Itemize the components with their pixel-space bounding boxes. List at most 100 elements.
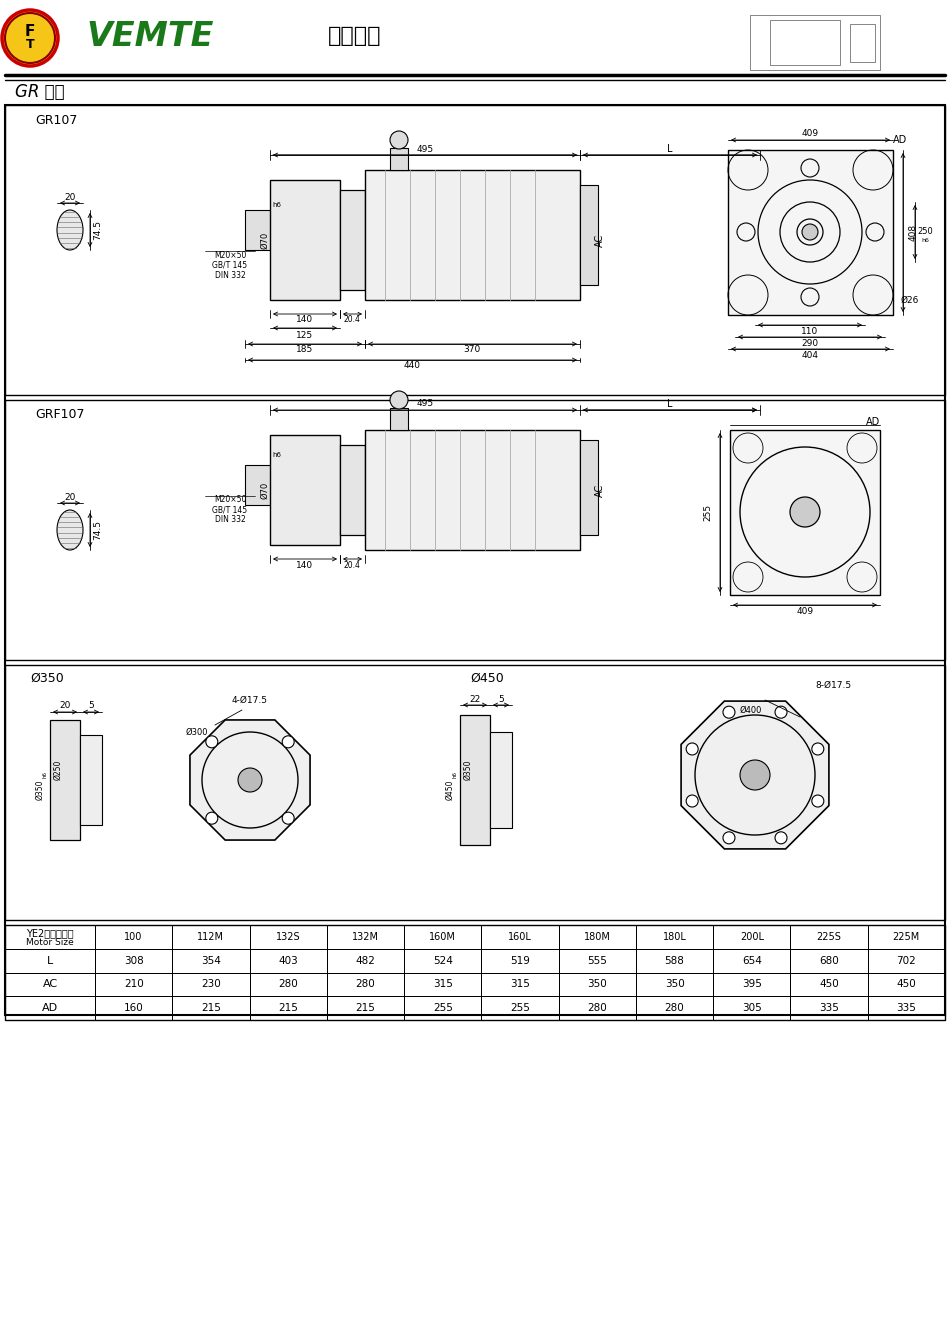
Text: 22: 22 bbox=[469, 694, 481, 704]
Text: 588: 588 bbox=[665, 956, 685, 966]
Text: 555: 555 bbox=[587, 956, 607, 966]
Text: DIN 332: DIN 332 bbox=[215, 516, 245, 524]
Bar bbox=[728, 150, 893, 315]
Bar bbox=[172, 997, 250, 1020]
Bar bbox=[340, 445, 365, 535]
Circle shape bbox=[390, 131, 408, 149]
Text: 8-Ø17.5: 8-Ø17.5 bbox=[815, 681, 851, 689]
Text: 403: 403 bbox=[278, 956, 298, 966]
Bar bbox=[5, 997, 95, 1020]
Bar bbox=[636, 997, 713, 1020]
Text: GB/T 145: GB/T 145 bbox=[213, 506, 248, 515]
Bar bbox=[713, 997, 790, 1020]
Text: 495: 495 bbox=[416, 400, 433, 408]
Bar bbox=[270, 180, 340, 300]
Bar bbox=[327, 973, 404, 997]
Bar bbox=[460, 715, 490, 845]
Bar bbox=[5, 106, 945, 1015]
Circle shape bbox=[812, 795, 824, 807]
Ellipse shape bbox=[57, 510, 83, 550]
Text: h6: h6 bbox=[272, 451, 281, 458]
Ellipse shape bbox=[57, 210, 83, 249]
Bar bbox=[95, 997, 172, 1020]
Text: 180L: 180L bbox=[662, 932, 687, 942]
Text: VEMTE: VEMTE bbox=[86, 20, 214, 53]
Text: L: L bbox=[667, 144, 673, 154]
Circle shape bbox=[723, 832, 735, 843]
Circle shape bbox=[740, 760, 770, 789]
Bar bbox=[327, 925, 404, 949]
Text: 350: 350 bbox=[587, 979, 607, 990]
Bar bbox=[790, 925, 867, 949]
Text: AD: AD bbox=[865, 417, 880, 426]
Bar bbox=[750, 15, 880, 70]
Text: 654: 654 bbox=[742, 956, 762, 966]
Text: 225M: 225M bbox=[893, 932, 920, 942]
Circle shape bbox=[206, 812, 218, 824]
Bar bbox=[5, 925, 945, 1020]
Bar bbox=[770, 20, 840, 65]
Bar bbox=[5, 949, 95, 973]
Text: 185: 185 bbox=[296, 346, 314, 355]
Bar bbox=[482, 997, 559, 1020]
Text: AC: AC bbox=[595, 483, 605, 496]
Text: 280: 280 bbox=[665, 1003, 684, 1014]
Text: 408: 408 bbox=[908, 223, 918, 240]
Bar bbox=[559, 925, 636, 949]
Bar bbox=[245, 465, 273, 506]
Text: 440: 440 bbox=[404, 362, 421, 371]
Text: 250: 250 bbox=[917, 227, 933, 236]
Bar bbox=[390, 148, 408, 170]
Text: 409: 409 bbox=[802, 129, 819, 139]
Bar bbox=[172, 973, 250, 997]
Bar bbox=[390, 408, 408, 430]
Bar bbox=[404, 973, 482, 997]
Polygon shape bbox=[190, 719, 310, 840]
Text: 290: 290 bbox=[802, 338, 819, 347]
Bar bbox=[245, 210, 273, 249]
Bar bbox=[5, 973, 95, 997]
Text: 20: 20 bbox=[65, 194, 76, 202]
Bar bbox=[327, 997, 404, 1020]
Text: h6: h6 bbox=[922, 238, 929, 243]
Text: 305: 305 bbox=[742, 1003, 762, 1014]
Text: 280: 280 bbox=[355, 979, 375, 990]
Circle shape bbox=[775, 706, 787, 718]
Text: T: T bbox=[26, 38, 34, 51]
Bar bbox=[250, 949, 327, 973]
Bar bbox=[250, 997, 327, 1020]
Circle shape bbox=[2, 11, 58, 66]
Circle shape bbox=[686, 743, 698, 755]
Bar bbox=[172, 949, 250, 973]
Text: 395: 395 bbox=[742, 979, 762, 990]
Text: L: L bbox=[667, 399, 673, 409]
Text: 524: 524 bbox=[433, 956, 452, 966]
Text: 702: 702 bbox=[897, 956, 916, 966]
Text: 354: 354 bbox=[201, 956, 220, 966]
Bar bbox=[713, 973, 790, 997]
Bar bbox=[580, 440, 598, 535]
Bar bbox=[867, 925, 945, 949]
Bar bbox=[790, 949, 867, 973]
Text: 140: 140 bbox=[296, 561, 314, 569]
Text: 5: 5 bbox=[88, 701, 94, 710]
Text: 200L: 200L bbox=[740, 932, 764, 942]
Text: 280: 280 bbox=[278, 979, 298, 990]
Text: 482: 482 bbox=[355, 956, 375, 966]
Text: GB/T 145: GB/T 145 bbox=[213, 260, 248, 269]
Text: Ø70: Ø70 bbox=[260, 231, 270, 248]
Text: 160M: 160M bbox=[429, 932, 456, 942]
Text: F: F bbox=[25, 25, 35, 40]
Text: 20.4: 20.4 bbox=[344, 315, 360, 325]
Text: AC: AC bbox=[595, 234, 605, 247]
Circle shape bbox=[686, 795, 698, 807]
Text: 160: 160 bbox=[124, 1003, 143, 1014]
Text: 680: 680 bbox=[819, 956, 839, 966]
Text: Ø350: Ø350 bbox=[464, 760, 472, 780]
Text: 315: 315 bbox=[433, 979, 452, 990]
Text: AC: AC bbox=[43, 979, 58, 990]
Bar bbox=[559, 997, 636, 1020]
Text: 215: 215 bbox=[355, 1003, 375, 1014]
Text: 350: 350 bbox=[665, 979, 684, 990]
Text: h6: h6 bbox=[272, 202, 281, 209]
